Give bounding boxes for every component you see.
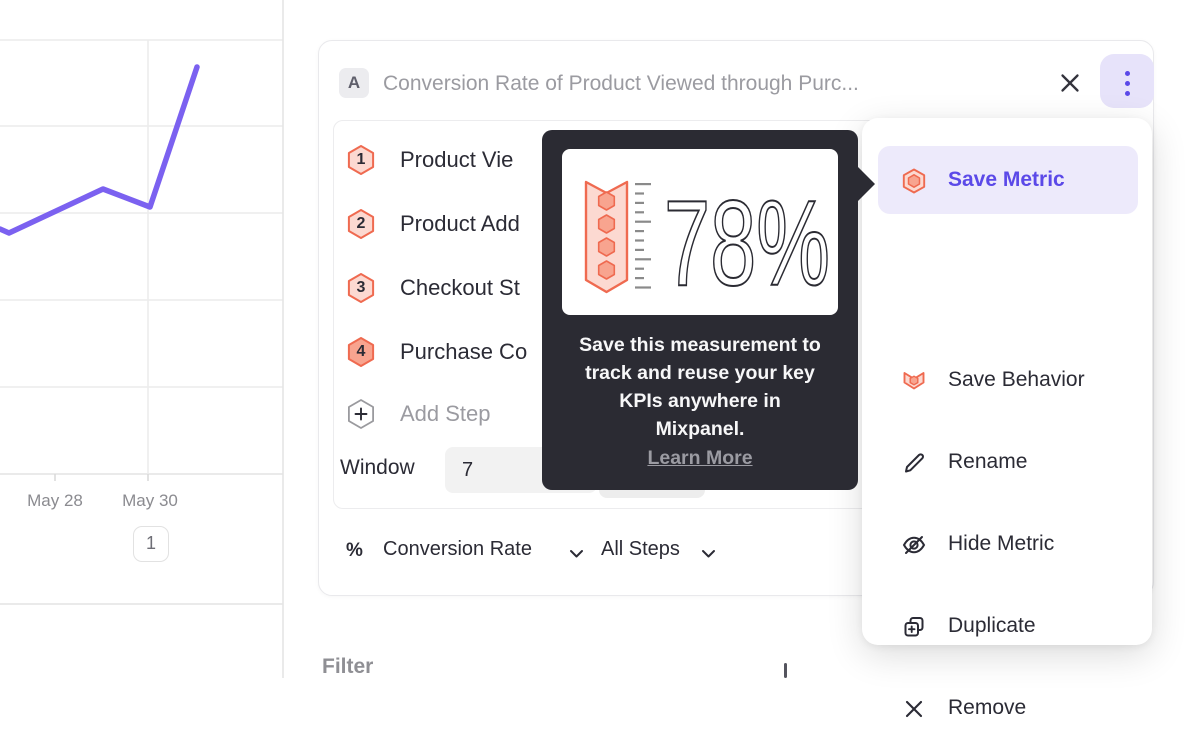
add-step-hexagon-icon [346,398,376,430]
line-chart [0,0,284,678]
window-label: Window [340,456,415,479]
step-1-hexagon-icon: 1 [346,144,376,176]
save-metric-tooltip: 78% Save this measurement to track and r… [542,130,875,490]
x-tick-may30: May 30 [122,491,178,510]
tooltip-illustration: 78% [562,149,838,315]
percent-icon: % [346,540,363,561]
funnel-step-3[interactable]: 3 Checkout St [334,262,1140,312]
menu-item-label: Save Behavior [948,368,1085,391]
steps-scope-dropdown[interactable]: All Steps [601,538,680,560]
add-step-button[interactable]: Add Step [334,388,1140,438]
card-overflow-menu: Save Metric Save Behavior Rename Hide Me… [862,118,1152,719]
menu-item-save-behavior[interactable]: Save Behavior [862,346,1152,414]
chevron-down-icon[interactable] [701,546,716,564]
menu-item-rename[interactable]: Rename [862,428,1152,496]
conversion-line [0,64,200,236]
line-chart-panel: May 28 May 30 1 [0,0,284,678]
menu-item-label: Duplicate [948,614,1036,637]
ruler-icon [635,183,651,289]
menu-item-hide-metric[interactable]: Hide Metric [862,510,1152,578]
step-3-hexagon-icon: 3 [346,272,376,304]
pagination-badge[interactable]: 1 [133,526,169,562]
step-1-label: Product Vie [400,147,514,172]
metric-dropdown[interactable]: Conversion Rate [383,538,532,560]
funnel-step-1[interactable]: 1 Product Vie [334,134,1140,184]
pencil-icon [901,450,927,476]
step-4-label: Purchase Co [400,339,528,364]
menu-item-remove[interactable]: Remove [862,674,1152,742]
tooltip-value: 78% [664,175,830,311]
step-2-hexagon-icon: 2 [346,208,376,240]
add-step-label: Add Step [400,401,491,426]
step-2-label: Product Add [400,211,520,236]
save-metric-hexagon-icon [901,168,927,194]
funnel-step-2[interactable]: 2 Product Add [334,198,1140,248]
eye-off-icon [901,532,927,558]
save-behavior-banner-icon [901,368,927,394]
menu-item-label: Remove [948,696,1027,719]
card-title[interactable]: Conversion Rate of Product Viewed throug… [383,72,859,95]
funnel-step-4[interactable]: 4 Purchase Co [334,326,1140,376]
dot-icon [1124,91,1130,96]
learn-more-link[interactable]: Learn More [647,447,753,469]
close-icon[interactable] [1058,71,1082,95]
dot-icon [1124,81,1130,86]
chevron-down-icon[interactable] [569,546,584,564]
tooltip-body: Save this measurement to track and reuse… [550,331,850,472]
duplicate-icon [901,614,927,640]
menu-item-label: Save Metric [948,168,1065,191]
overflow-menu-button[interactable] [1100,54,1154,108]
dot-icon [1124,71,1130,76]
menu-item-label: Hide Metric [948,532,1055,555]
measurement-row: % Conversion Rate All Steps [319,538,1153,568]
menu-item-label: Rename [948,450,1028,473]
tooltip-arrow [858,167,875,201]
x-tick-may28: May 28 [27,491,83,510]
x-icon [901,696,927,722]
menu-item-save-metric[interactable]: Save Metric [878,146,1138,214]
add-filter-plus-icon[interactable] [784,663,787,678]
step-3-label: Checkout St [400,275,520,300]
filter-section-label: Filter [322,655,374,678]
menu-item-duplicate[interactable]: Duplicate [862,592,1152,660]
step-4-hexagon-icon: 4 [346,336,376,368]
series-a-badge[interactable]: A [339,68,369,98]
